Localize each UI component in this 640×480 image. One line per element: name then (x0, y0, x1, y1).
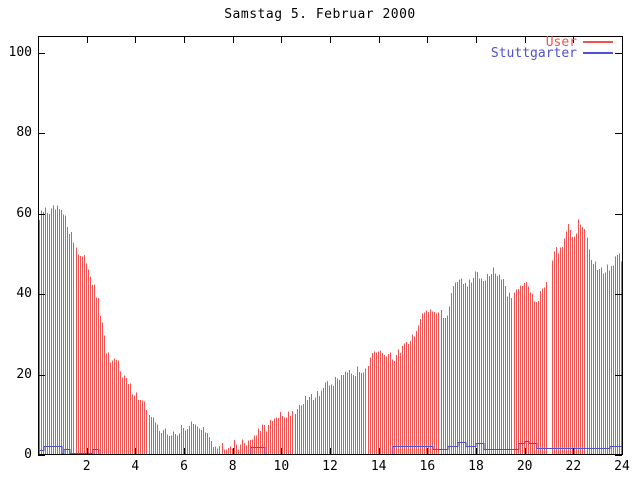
axis-ticks (38, 36, 623, 456)
y-tick-label: 40 (16, 286, 32, 302)
x-tick-label: 2 (82, 459, 91, 474)
y-tick-label: 80 (16, 125, 32, 141)
y-tick-label: 20 (16, 366, 32, 382)
x-tick-label: 14 (370, 459, 387, 474)
y-tick-label: 0 (24, 447, 32, 462)
x-tick-label: 4 (131, 459, 140, 474)
legend-line-sample-user (583, 41, 613, 43)
x-tick-label: 16 (419, 459, 436, 474)
legend-label-stuttgarter: Stuttgarter (490, 46, 577, 61)
x-tick-label: 20 (516, 459, 533, 474)
legend-label-user: User (545, 35, 577, 50)
y-tick-label: 60 (16, 205, 32, 221)
y-tick-label: 100 (8, 45, 32, 60)
x-tick-label: 18 (468, 459, 484, 474)
x-tick-label: 22 (565, 459, 582, 474)
x-tick-label: 12 (322, 459, 338, 474)
user-bars (39, 205, 622, 455)
legend-line-sample-stuttgarter (583, 52, 613, 54)
x-tick-label: 6 (180, 459, 188, 474)
x-tick-label: 24 (614, 459, 630, 474)
chart-title: Samstag 5. Februar 2000 (224, 7, 416, 22)
x-tick-label: 10 (273, 459, 290, 474)
x-tick-label: 8 (228, 459, 237, 474)
